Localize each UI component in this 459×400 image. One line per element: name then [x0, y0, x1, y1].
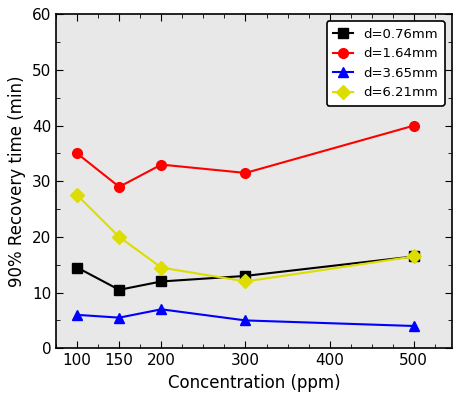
d=0.76mm — [410, 254, 416, 259]
Line: d=3.65mm: d=3.65mm — [72, 304, 418, 331]
d=6.21mm — [410, 254, 416, 259]
d=3.65mm — [158, 307, 164, 312]
d=6.21mm — [116, 234, 122, 239]
Y-axis label: 90% Recovery time (min): 90% Recovery time (min) — [8, 76, 26, 287]
d=3.65mm — [74, 312, 80, 317]
d=3.65mm — [242, 318, 248, 323]
d=0.76mm — [242, 274, 248, 278]
d=1.64mm — [410, 123, 416, 128]
d=3.65mm — [116, 315, 122, 320]
d=3.65mm — [410, 324, 416, 328]
Line: d=1.64mm: d=1.64mm — [72, 121, 418, 192]
Line: d=6.21mm: d=6.21mm — [72, 190, 418, 286]
Legend: d=0.76mm, d=1.64mm, d=3.65mm, d=6.21mm: d=0.76mm, d=1.64mm, d=3.65mm, d=6.21mm — [326, 21, 444, 106]
d=1.64mm — [158, 162, 164, 167]
d=0.76mm — [158, 279, 164, 284]
Line: d=0.76mm: d=0.76mm — [72, 252, 418, 295]
d=6.21mm — [158, 265, 164, 270]
d=0.76mm — [116, 288, 122, 292]
d=6.21mm — [74, 193, 80, 198]
d=1.64mm — [116, 184, 122, 189]
d=0.76mm — [74, 265, 80, 270]
d=1.64mm — [242, 170, 248, 175]
X-axis label: Concentration (ppm): Concentration (ppm) — [167, 374, 340, 392]
d=6.21mm — [242, 279, 248, 284]
d=1.64mm — [74, 151, 80, 156]
